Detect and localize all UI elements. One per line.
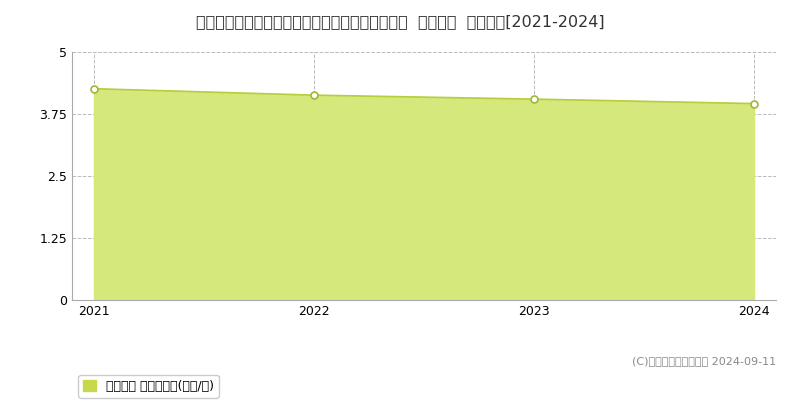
Text: (C)土地価格ドットコム 2024-09-11: (C)土地価格ドットコム 2024-09-11: [632, 356, 776, 366]
Legend: 地価公示 平均坪単価(万円/坪): 地価公示 平均坪単価(万円/坪): [78, 375, 218, 398]
Text: 青森県南津軽郡大鰐町大字大鰐字大鰐９２番４外  地価公示  地価推移[2021-2024]: 青森県南津軽郡大鰐町大字大鰐字大鰐９２番４外 地価公示 地価推移[2021-20…: [196, 14, 604, 29]
